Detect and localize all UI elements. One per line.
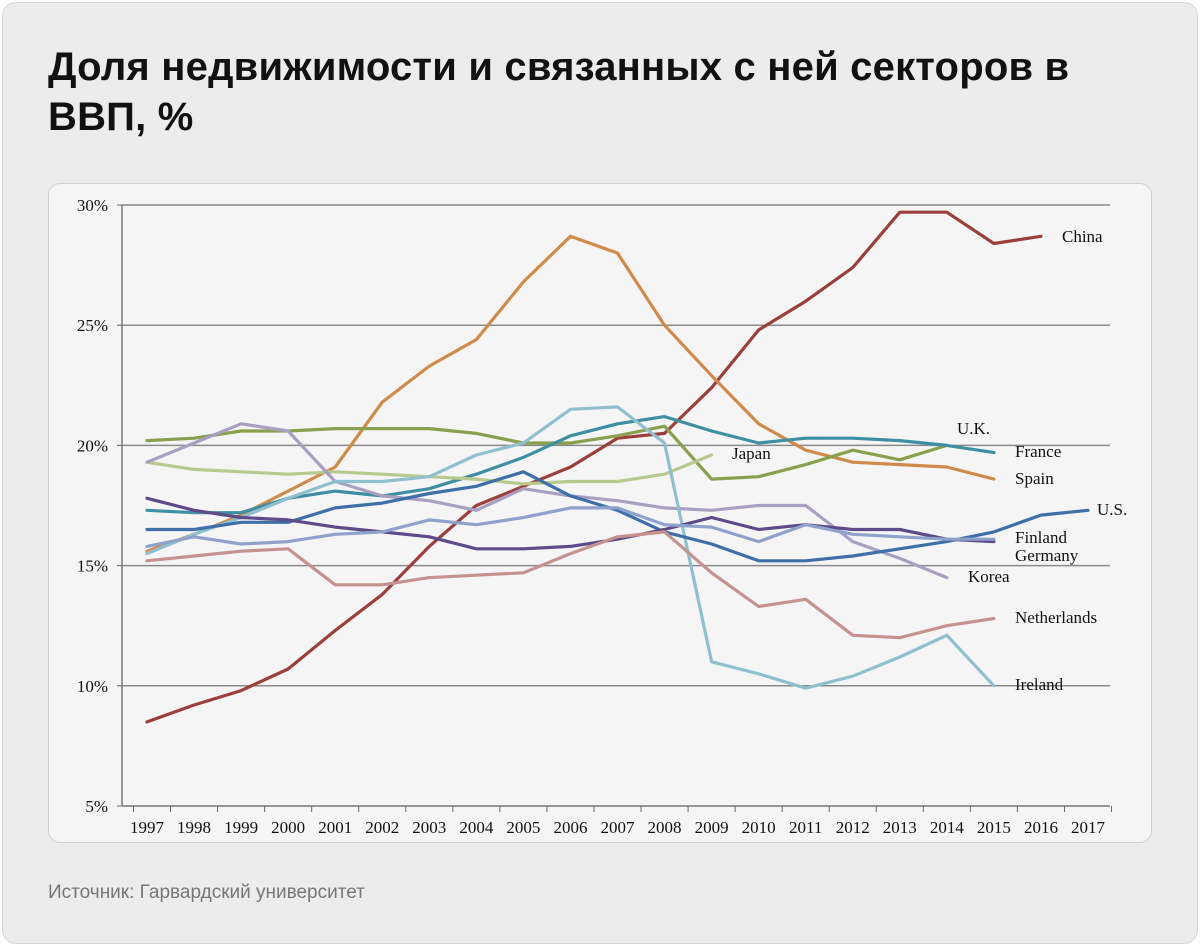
x-tick-label: 2015 bbox=[977, 818, 1011, 837]
series-line-netherlands bbox=[145, 530, 996, 640]
x-tick-label: 2004 bbox=[459, 818, 494, 837]
series-label: Spain bbox=[1015, 469, 1054, 488]
x-tick-label: 2002 bbox=[365, 818, 399, 837]
series-label: Netherlands bbox=[1015, 608, 1097, 627]
series-line-korea bbox=[145, 422, 949, 580]
x-tick-label: 2014 bbox=[930, 818, 965, 837]
y-tick-label: 15% bbox=[77, 557, 108, 576]
x-tick-label: 2017 bbox=[1071, 818, 1106, 837]
x-tick-label: 2010 bbox=[742, 818, 776, 837]
series-line-uk bbox=[145, 424, 949, 481]
x-tick-label: 1998 bbox=[177, 818, 211, 837]
series-label: Ireland bbox=[1015, 675, 1064, 694]
series-line-us bbox=[145, 470, 1090, 563]
y-tick-label: 20% bbox=[77, 436, 108, 455]
series-label: Korea bbox=[968, 567, 1010, 586]
x-tick-label: 2008 bbox=[648, 818, 682, 837]
x-tick-label: 2000 bbox=[271, 818, 305, 837]
y-tick-label: 5% bbox=[85, 797, 108, 816]
y-tick-label: 10% bbox=[77, 677, 108, 696]
page-title: Доля недвижимости и связанных с ней сект… bbox=[48, 45, 1070, 139]
x-tick-label: 2005 bbox=[506, 818, 540, 837]
x-tick-label: 2006 bbox=[553, 818, 587, 837]
series-label: France bbox=[1015, 442, 1061, 461]
series-label: Finland bbox=[1015, 528, 1067, 547]
x-tick-label: 2011 bbox=[789, 818, 822, 837]
x-tick-label: 2007 bbox=[601, 818, 636, 837]
y-tick-label: 30% bbox=[77, 196, 108, 215]
series-line-germany bbox=[145, 496, 996, 551]
series-line-spain bbox=[145, 234, 996, 553]
y-tick-label: 25% bbox=[77, 316, 108, 335]
series-line-finland bbox=[145, 506, 996, 549]
series-label: Germany bbox=[1015, 546, 1079, 565]
x-tick-label: 1999 bbox=[224, 818, 258, 837]
series-label: U.S. bbox=[1097, 500, 1127, 519]
source-note: Источник: Гарвардский университет bbox=[48, 882, 365, 903]
x-tick-label: 1997 bbox=[130, 818, 165, 837]
x-tick-label: 2003 bbox=[412, 818, 446, 837]
series-label: U.K. bbox=[957, 419, 990, 438]
series-line-ireland bbox=[145, 405, 996, 690]
series-line-china bbox=[145, 210, 1043, 724]
x-tick-label: 2001 bbox=[318, 818, 352, 837]
series-label: Japan bbox=[732, 444, 771, 463]
series-label: China bbox=[1062, 227, 1103, 246]
x-tick-label: 2016 bbox=[1024, 818, 1058, 837]
series-line-japan bbox=[145, 453, 714, 486]
x-tick-label: 2009 bbox=[695, 818, 729, 837]
x-tick-label: 2012 bbox=[836, 818, 870, 837]
x-tick-label: 2013 bbox=[883, 818, 917, 837]
